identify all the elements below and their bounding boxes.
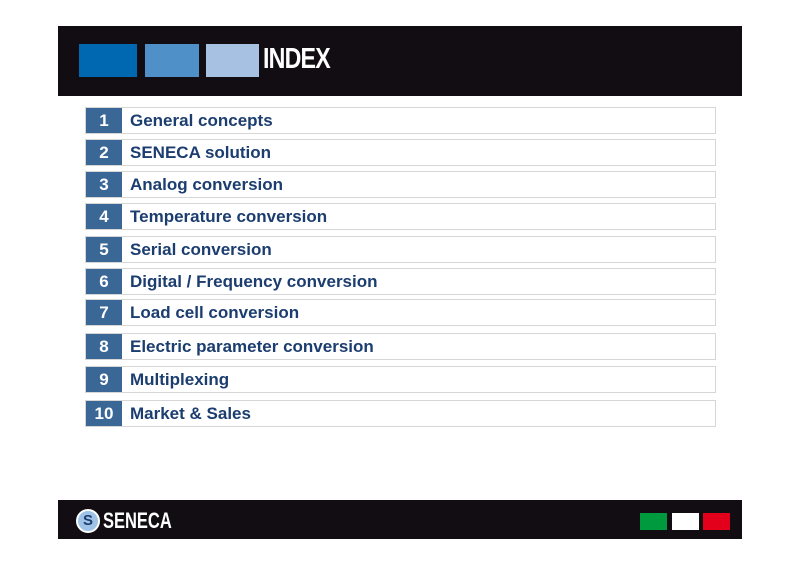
page-title: INDEX	[263, 43, 331, 75]
item-label[interactable]: Analog conversion	[130, 175, 284, 194]
item-label[interactable]: Market & Sales	[130, 404, 251, 423]
item-number: 4	[86, 204, 122, 229]
index-item[interactable]: 4 Temperature conversion	[85, 203, 716, 230]
item-number: 5	[86, 237, 122, 262]
item-label[interactable]: Electric parameter conversion	[130, 337, 374, 356]
flag-white	[672, 513, 699, 530]
index-item[interactable]: 7 Load cell conversion	[85, 299, 716, 326]
index-item[interactable]: 6 Digital / Frequency conversion	[85, 268, 716, 295]
item-number: 2	[86, 140, 122, 165]
index-item[interactable]: 2 SENECA solution	[85, 139, 716, 166]
item-number: 10	[86, 401, 122, 426]
item-number: 9	[86, 367, 122, 392]
item-number: 8	[86, 334, 122, 359]
decor-square	[79, 44, 137, 77]
decor-square	[145, 44, 199, 77]
item-number: 6	[86, 269, 122, 294]
index-item[interactable]: 8 Electric parameter conversion	[85, 333, 716, 360]
index-item[interactable]: 1 General concepts	[85, 107, 716, 134]
item-number: 3	[86, 172, 122, 197]
decor-square	[206, 44, 259, 77]
item-label[interactable]: Digital / Frequency conversion	[130, 272, 378, 291]
item-label[interactable]: SENECA solution	[130, 143, 272, 162]
item-label[interactable]: General concepts	[130, 111, 273, 130]
item-label[interactable]: Load cell conversion	[130, 303, 300, 322]
item-number: 7	[86, 300, 122, 325]
item-label[interactable]: Serial conversion	[130, 240, 272, 259]
logo-s-icon: S	[76, 509, 100, 533]
index-item[interactable]: 10 Market & Sales	[85, 400, 716, 427]
header-bar: INDEX	[58, 26, 742, 96]
flag-red	[703, 513, 730, 530]
item-label[interactable]: Temperature conversion	[130, 207, 328, 226]
item-number: 1	[86, 108, 122, 133]
seneca-logo: S SENECA	[76, 508, 195, 534]
flag-green	[640, 513, 667, 530]
index-item[interactable]: 5 Serial conversion	[85, 236, 716, 263]
index-item[interactable]: 9 Multiplexing	[85, 366, 716, 393]
index-item[interactable]: 3 Analog conversion	[85, 171, 716, 198]
footer-bar: S SENECA	[58, 500, 742, 539]
item-label[interactable]: Multiplexing	[130, 370, 230, 389]
logo-text: SENECA	[103, 508, 172, 533]
